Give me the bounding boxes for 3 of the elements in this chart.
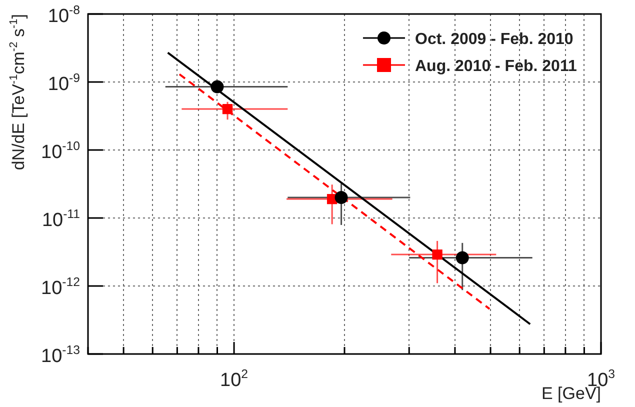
legend-label: Oct. 2009 - Feb. 2010 bbox=[415, 31, 574, 48]
y-axis-title: dN/dE [TeV-1cm-2 s-1] bbox=[8, 14, 28, 170]
legend-label: Aug. 2010 - Feb. 2011 bbox=[415, 58, 577, 75]
